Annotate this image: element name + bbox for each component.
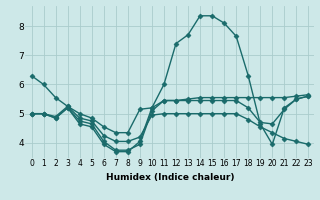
X-axis label: Humidex (Indice chaleur): Humidex (Indice chaleur) [106, 173, 234, 182]
